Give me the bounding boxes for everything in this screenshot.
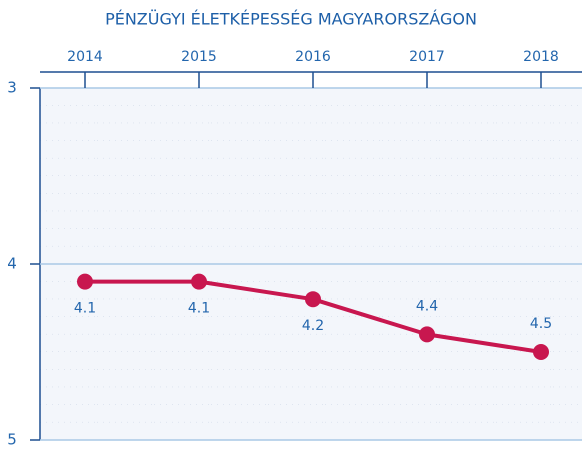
y-tick-label: 5 xyxy=(7,431,17,449)
data-label: 4.4 xyxy=(416,298,438,314)
data-label: 4.5 xyxy=(530,316,552,332)
x-tick-label: 2017 xyxy=(409,49,445,65)
data-label: 4.2 xyxy=(302,318,324,334)
y-tick-label: 3 xyxy=(7,79,17,97)
point xyxy=(77,273,93,290)
chart-title: PÉNZÜGYI ÉLETKÉPESSÉG MAGYARORSZÁGON xyxy=(105,10,477,29)
x-tick-label: 2018 xyxy=(523,49,559,65)
point xyxy=(305,291,321,308)
data-label: 4.1 xyxy=(188,301,210,317)
x-tick-label: 2014 xyxy=(67,49,103,65)
data-label: 4.1 xyxy=(74,301,96,317)
y-tick-label: 4 xyxy=(7,255,17,273)
x-tick-label: 2015 xyxy=(181,49,217,65)
point xyxy=(533,344,549,360)
point xyxy=(419,326,435,343)
point xyxy=(191,273,207,290)
x-tick-label: 2016 xyxy=(295,49,331,65)
